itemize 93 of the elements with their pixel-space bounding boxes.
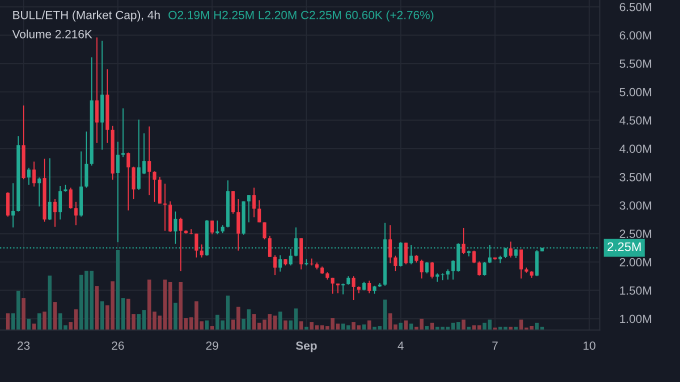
- x-tick-label: 7: [492, 342, 498, 350]
- bar: [95, 286, 99, 330]
- candlestick: [200, 244, 204, 258]
- candlestick: [58, 185, 62, 220]
- y-tick-label: 1.00M: [620, 314, 652, 324]
- bar: [205, 320, 209, 330]
- bar: [32, 324, 36, 330]
- candlestick: [148, 126, 152, 196]
- candlestick: [252, 187, 256, 218]
- text: BULL/ETH (Market Cap), 4h: [13, 10, 160, 22]
- bar: [42, 312, 46, 330]
- bar: [53, 302, 57, 330]
- candlestick: [126, 152, 130, 211]
- bar: [174, 302, 178, 330]
- candlestick: [262, 222, 266, 240]
- candlestick: [519, 248, 523, 279]
- candlestick: [231, 190, 235, 214]
- x-tick-label: Sep: [296, 341, 317, 352]
- y-tick-label: 5.50M: [620, 60, 652, 68]
- candlestick: [27, 167, 31, 186]
- candlestick: [368, 280, 372, 294]
- candlestick: [268, 235, 272, 258]
- candlestick: [388, 224, 392, 264]
- candlestick: [394, 255, 398, 272]
- bar: [425, 326, 429, 330]
- y-tick-label: 2.00M: [620, 258, 652, 266]
- candlestick: [425, 261, 429, 274]
- candlestick: [121, 108, 125, 158]
- candlestick: [482, 261, 486, 276]
- bar: [462, 320, 466, 330]
- candlestick: [478, 260, 482, 276]
- candlestick: [48, 158, 52, 221]
- bar: [278, 312, 282, 330]
- candlestick: [210, 220, 214, 235]
- candlestick: [116, 141, 120, 243]
- x-tick-label: 23: [18, 341, 30, 350]
- candlestick: [158, 176, 162, 204]
- candlestick: [352, 276, 356, 301]
- candlestick: [278, 254, 282, 272]
- bar: [100, 301, 104, 330]
- y-tick-label: 5.00M: [620, 88, 652, 96]
- candlestick: [508, 241, 512, 258]
- y-tick-label: 2.50M: [620, 230, 652, 238]
- annotation: O2.19M H2.25M L2.20M C2.25M 60.60K (+2.76%): [168, 10, 434, 22]
- bar: [404, 320, 408, 330]
- y-tick-label: 1.50M: [620, 286, 652, 295]
- bar: [48, 276, 52, 330]
- candlestick: [430, 261, 434, 279]
- candlestick: [404, 242, 408, 265]
- candlestick: [273, 254, 277, 276]
- y-tick-label: 3.00M: [620, 201, 652, 210]
- candlestick: [258, 200, 262, 223]
- candlestick: [288, 248, 292, 266]
- candlestick: [95, 36, 99, 144]
- y-tick-label: 6.50M: [620, 2, 652, 12]
- candlestick: [53, 198, 57, 228]
- candlestick: [68, 187, 72, 210]
- candlestick: [163, 183, 167, 232]
- candlestick: [174, 210, 178, 244]
- candlestick: [330, 277, 334, 294]
- y-tick-label: 4.50M: [619, 116, 652, 125]
- candlestick: [32, 161, 36, 188]
- candlestick: [420, 259, 424, 279]
- candlestick: [38, 176, 42, 207]
- bar: [37, 313, 42, 330]
- ref-line-label: 2.25M: [608, 242, 641, 252]
- bar: [22, 298, 26, 330]
- candlestick: [74, 201, 78, 226]
- candlestick: [11, 182, 15, 228]
- x-tick-label: 26: [112, 341, 124, 350]
- candlestick: [462, 227, 466, 255]
- bar: [362, 324, 366, 330]
- candlestick: [137, 119, 141, 191]
- candlestick: [178, 217, 182, 272]
- candlestick: [132, 166, 136, 200]
- candlestick: [472, 250, 476, 264]
- y-tick-label: 3.50M: [620, 172, 652, 182]
- y-tick-label: 6.00M: [620, 31, 652, 40]
- candlestick: [84, 131, 88, 188]
- candlestick: [236, 198, 240, 252]
- x-tick-label: 4: [398, 342, 404, 350]
- candlestick: [6, 192, 10, 218]
- annotation: Volume 2.216K: [12, 30, 92, 38]
- x-tick-label: 10: [584, 341, 596, 350]
- candlestick: [142, 132, 146, 175]
- bar: [6, 313, 10, 330]
- bar: [284, 320, 288, 330]
- y-tick-label: 4.00M: [619, 144, 652, 153]
- candlestick: [247, 194, 251, 223]
- candlestick: [446, 268, 450, 280]
- x-tick-label: 29: [206, 341, 218, 350]
- candlestick: [152, 170, 156, 202]
- candlestick: [194, 233, 198, 258]
